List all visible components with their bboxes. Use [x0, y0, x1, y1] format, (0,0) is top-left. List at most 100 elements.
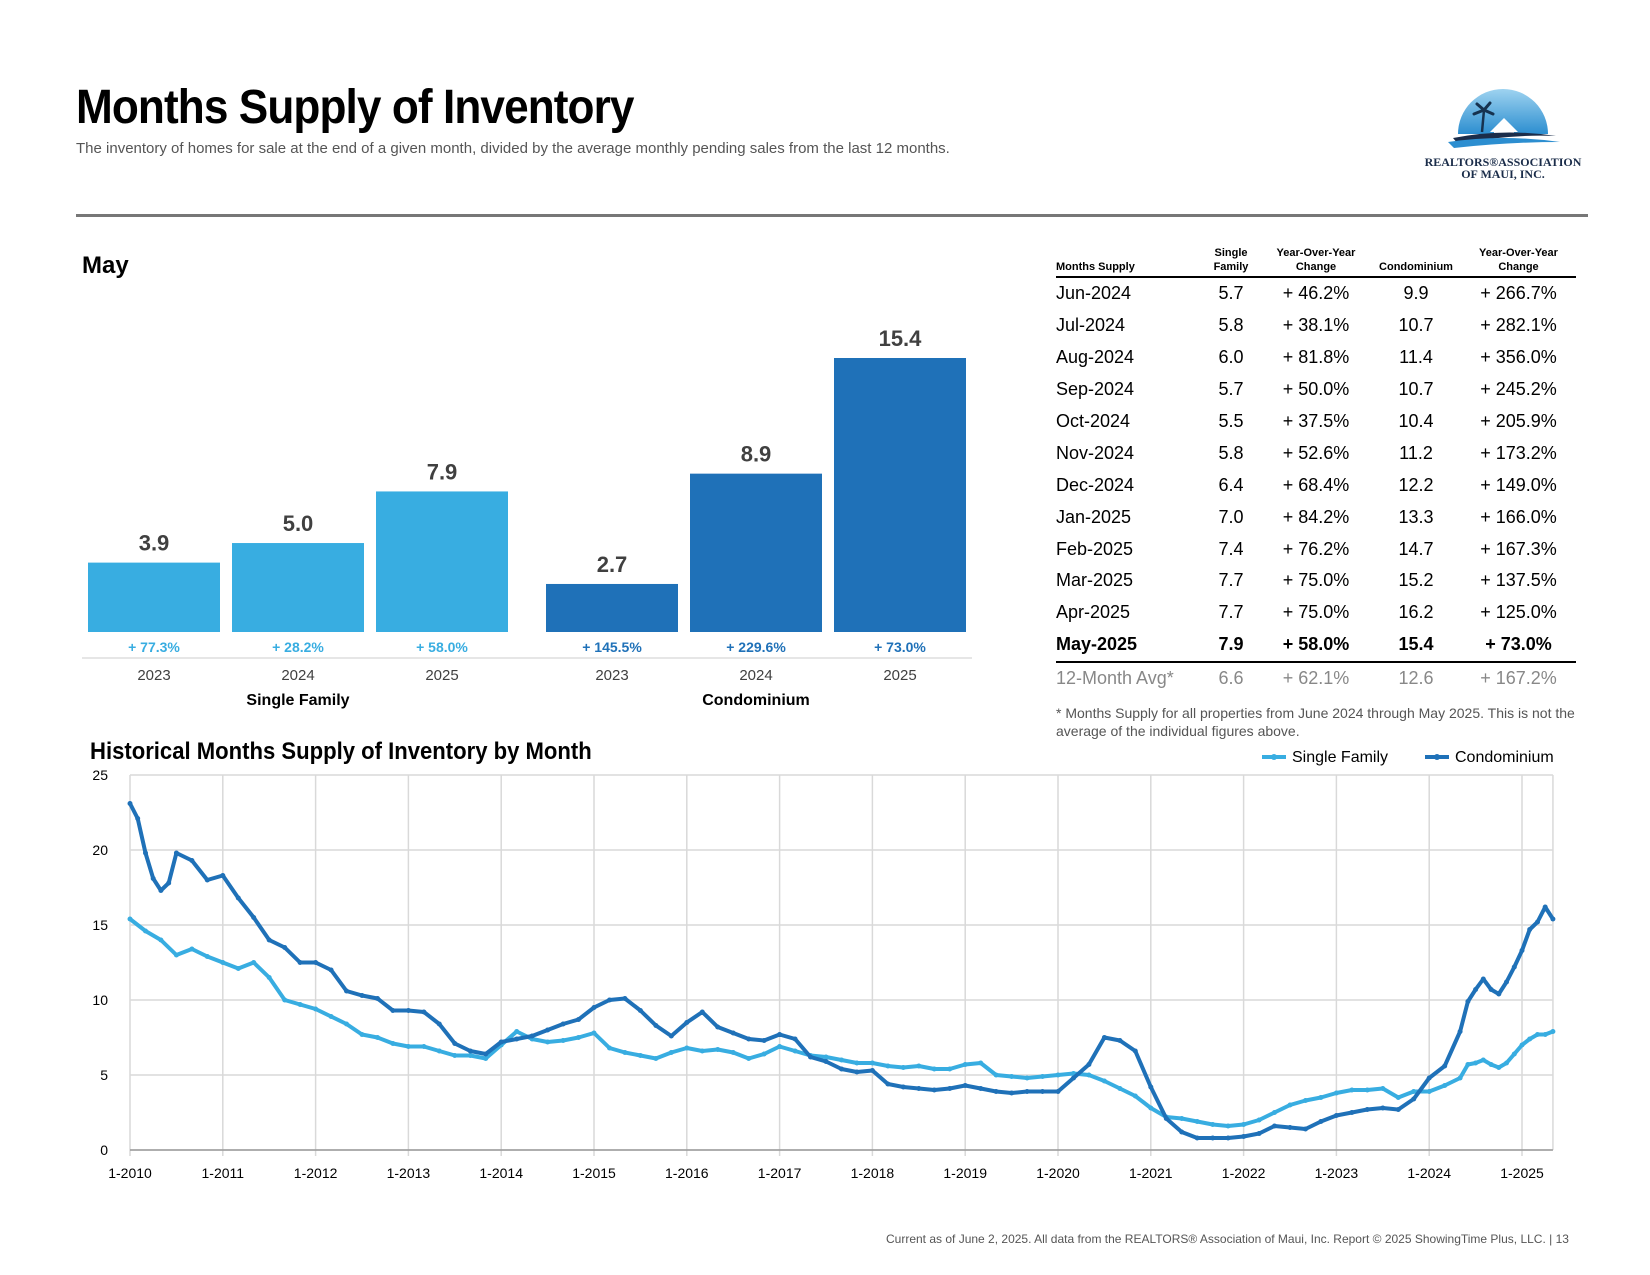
series-line-1 [128, 801, 1555, 1140]
series-point [297, 960, 303, 965]
series-point [1148, 1084, 1154, 1090]
table-cell-single-family: 6.4 [1218, 474, 1244, 495]
series-point [1287, 1102, 1293, 1108]
series-point [684, 1020, 690, 1025]
series-point [1179, 1116, 1185, 1121]
table-avg-cell-month: 12-Month Avg* [1056, 660, 1201, 695]
series-point [251, 915, 257, 920]
table-cell-sf-yoy: + 37.5% [1282, 411, 1350, 431]
series-point [1179, 1129, 1185, 1135]
table-cell-sf-yoy: + 75.0% [1282, 602, 1350, 623]
series-point [1488, 987, 1494, 992]
series-point [467, 1048, 473, 1054]
series-point [514, 1036, 520, 1042]
series-point [1473, 1060, 1479, 1066]
table-row: Nov-2024 5.8 + 52.6% 11.2 + 173.2% [1056, 437, 1576, 469]
series-point [978, 1060, 984, 1066]
historical-line-chart: 0 5 10 15 20 25 1-2010 1-2011 1-2012 1-2013 1-2014… [92, 749, 1556, 1181]
series-point [668, 1050, 674, 1055]
series-point [135, 816, 141, 821]
series-point [1349, 1087, 1355, 1093]
series-point [452, 1041, 458, 1046]
series-point [220, 873, 226, 878]
table-cell-month: Apr-2025 [1056, 602, 1131, 623]
series-point [1527, 927, 1533, 932]
bar-change-label: + 77.3% [128, 639, 180, 655]
series-point [1496, 1065, 1502, 1070]
series-point [1210, 1135, 1216, 1141]
series-point [931, 1087, 937, 1093]
series-point [375, 1035, 380, 1040]
table-cell-sf-yoy: + 46.2% [1282, 283, 1350, 304]
series-point [1496, 991, 1502, 997]
table-cell-condo-yoy: + 166.0% [1480, 506, 1557, 527]
series-point [143, 928, 148, 934]
series-point [1527, 1036, 1533, 1042]
series-point [1009, 1074, 1015, 1079]
series-point [1287, 1125, 1293, 1130]
table-avg-cell-condominium: 12.6 [1371, 660, 1461, 695]
table-header-condominium: Condominium [1371, 246, 1461, 278]
series-point [560, 1021, 566, 1027]
bar-chart: 3.9 + 77.3% 2023 5.0 + 28.2% 2024 7.9 + 58.0% 20… [82, 326, 972, 709]
series-point [1194, 1119, 1200, 1124]
table-cell-sf-yoy: + 50.0% [1282, 379, 1350, 400]
series-point [127, 916, 133, 922]
series-point [1442, 1083, 1448, 1088]
series-point [143, 850, 148, 856]
series-point [1071, 1075, 1076, 1081]
series-point [1504, 979, 1509, 985]
series-point [746, 1056, 752, 1061]
series-point [158, 937, 164, 943]
table-cell-sf-yoy: + 76.2% [1282, 538, 1350, 559]
series-point [266, 975, 272, 980]
series-point [761, 1051, 767, 1057]
series-point [1349, 1110, 1355, 1115]
x-tick-label: 1-2017 [758, 1165, 802, 1181]
x-tick-label: 1-2021 [1129, 1165, 1173, 1181]
table-cell-sf-yoy: + 68.4% [1282, 474, 1350, 495]
bar-0-1 [232, 543, 364, 632]
table-row: Jun-2024 5.7 + 46.2% 9.9 + 266.7% [1056, 277, 1576, 310]
series-point [204, 954, 210, 959]
series-point [313, 1006, 319, 1012]
table-cell-condo-yoy: + 73.0% [1485, 634, 1552, 655]
bar-value-label: 2.7 [597, 552, 628, 577]
series-point [916, 1063, 922, 1069]
series-point [1457, 1029, 1463, 1034]
table-cell-condominium: 11.4 [1399, 347, 1433, 368]
bar-category-label: 2023 [595, 667, 628, 684]
series-point [158, 888, 164, 893]
table-cell-single-family: 5.5 [1218, 411, 1244, 431]
table-cell-condo-yoy: + 205.9% [1480, 411, 1557, 431]
series-point [529, 1033, 535, 1039]
series-point [1542, 904, 1548, 910]
series-point [514, 1029, 520, 1034]
series-point [235, 895, 241, 901]
series-point [1303, 1098, 1308, 1103]
table-cell-single-family: 7.9 [1218, 634, 1244, 655]
bar-value-label: 5.0 [283, 511, 314, 536]
series-point [483, 1056, 489, 1061]
bar-category-label: 2025 [883, 667, 916, 684]
series-point [931, 1066, 937, 1072]
series-point [1411, 1096, 1417, 1102]
series-point [869, 1068, 875, 1073]
table-cell-sf-yoy: + 38.1% [1282, 315, 1350, 336]
series-point [498, 1039, 504, 1045]
series-point [777, 1044, 783, 1049]
bar-change-label: + 229.6% [726, 639, 786, 655]
series-point [1442, 1063, 1448, 1069]
series-point [1395, 1095, 1401, 1100]
series-point [869, 1060, 875, 1066]
table-avg-cell-sf-yoy: + 62.1% [1261, 660, 1371, 695]
logo-line2: OF MAUI, INC. [1461, 167, 1545, 181]
table-cell-condo-yoy: + 245.2% [1480, 379, 1557, 400]
table-row: Feb-2025 7.4 + 76.2% 14.7 + 167.3% [1056, 533, 1576, 565]
series-point [900, 1065, 906, 1070]
table-cell-month: Nov-2024 [1056, 442, 1135, 463]
bar-0-2 [376, 491, 508, 632]
series-point [699, 1048, 705, 1054]
series-point [576, 1017, 581, 1022]
series-point [421, 1009, 427, 1015]
